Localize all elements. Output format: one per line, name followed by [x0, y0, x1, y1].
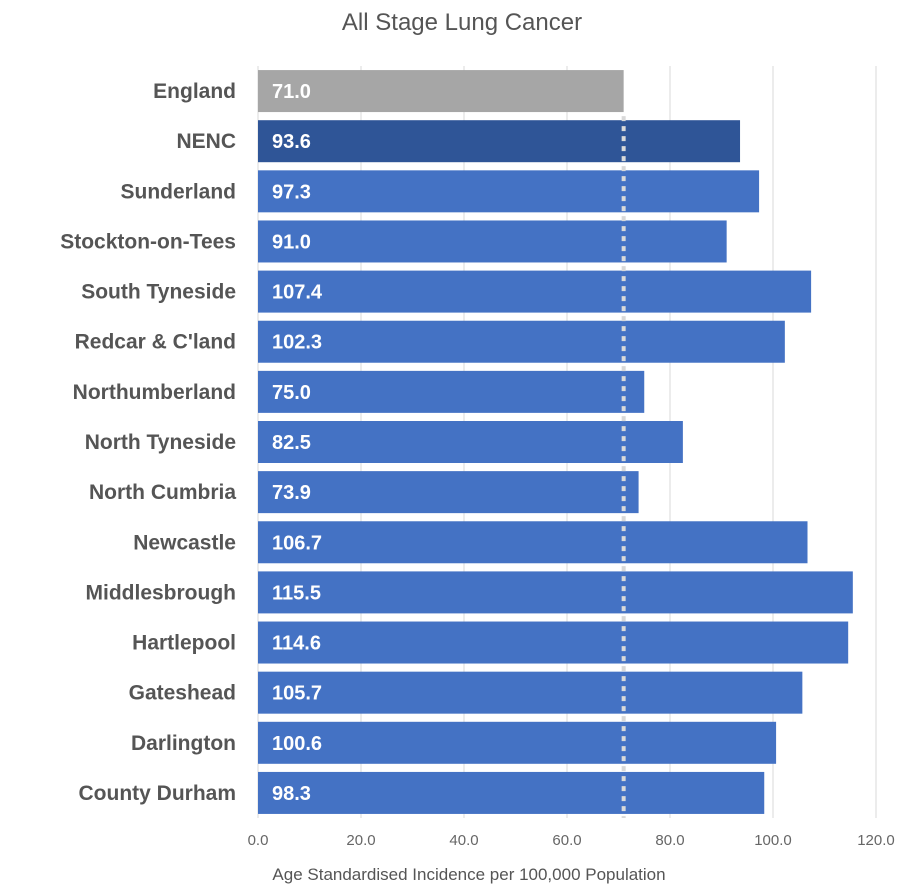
x-tick-label: 20.0 [346, 832, 375, 849]
value-label: 82.5 [272, 432, 311, 454]
bar [258, 170, 760, 213]
bar [258, 270, 812, 313]
value-label: 71.0 [272, 81, 311, 103]
bar [258, 421, 683, 463]
value-label: 97.3 [272, 181, 311, 203]
category-label: NENC [176, 130, 236, 153]
category-label: Hartlepool [132, 632, 236, 655]
x-tick-label: 40.0 [449, 832, 478, 849]
category-label: Sunderland [120, 180, 236, 203]
value-label: 91.0 [272, 231, 311, 253]
value-label: 98.3 [272, 783, 311, 805]
x-tick-label: 80.0 [655, 832, 684, 849]
bar [258, 771, 765, 814]
category-label: South Tyneside [81, 281, 236, 304]
value-label: 105.7 [272, 683, 322, 705]
value-label: 106.7 [272, 532, 322, 554]
x-tick-label: 120.0 [857, 832, 895, 849]
bar [258, 721, 777, 764]
bar [258, 320, 785, 363]
category-label: Newcastle [133, 531, 236, 554]
value-label: 75.0 [272, 382, 311, 404]
category-label: England [153, 80, 236, 103]
bars [258, 70, 853, 814]
bar [258, 70, 624, 113]
bar [258, 370, 645, 413]
x-axis-title: Age Standardised Incidence per 100,000 P… [272, 865, 665, 884]
x-tick-label: 0.0 [248, 832, 269, 849]
bar [258, 671, 803, 714]
x-tick-label: 60.0 [552, 832, 581, 849]
value-label: 100.6 [272, 733, 322, 755]
bar [258, 571, 853, 614]
value-label: 107.4 [272, 282, 323, 304]
category-label: Northumberland [73, 381, 236, 404]
value-label: 73.9 [272, 482, 311, 504]
category-label: Middlesbrough [86, 581, 237, 604]
x-tick-label: 100.0 [754, 832, 792, 849]
bar [258, 471, 639, 514]
category-label: Gateshead [129, 682, 236, 705]
labels: 0.0 20.0 40.0 60.0 80.0 100.0 120.0 England 71.0… [60, 80, 895, 849]
value-label: 115.5 [272, 582, 321, 604]
category-label: Stockton-on-Tees [60, 230, 236, 253]
bar [258, 521, 808, 564]
bar [258, 621, 849, 664]
value-label: 114.6 [272, 633, 321, 655]
category-label: Redcar & C'land [75, 331, 236, 354]
bar [258, 220, 727, 263]
value-label: 102.3 [272, 332, 322, 354]
chart-title: All Stage Lung Cancer [342, 9, 582, 36]
value-label: 93.6 [272, 131, 311, 153]
category-label: Darlington [131, 732, 236, 755]
category-label: North Tyneside [85, 431, 236, 454]
category-label: County Durham [79, 782, 237, 805]
category-label: North Cumbria [89, 481, 236, 504]
bar [258, 120, 741, 163]
